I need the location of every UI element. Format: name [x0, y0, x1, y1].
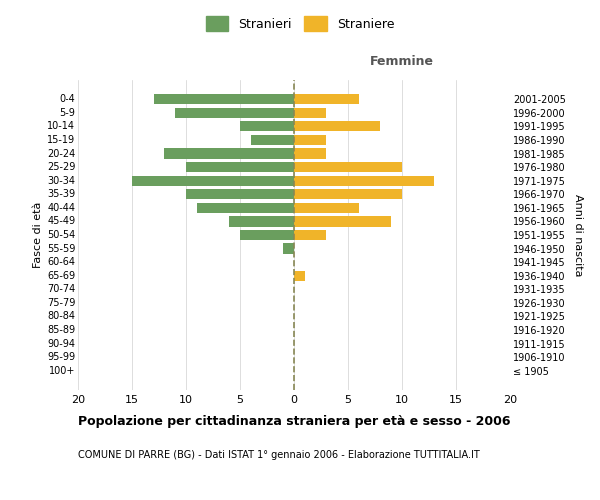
Bar — [251, 135, 294, 145]
Bar — [294, 148, 326, 158]
Bar — [154, 94, 294, 104]
Text: Popolazione per cittadinanza straniera per età e sesso - 2006: Popolazione per cittadinanza straniera p… — [78, 415, 511, 428]
Text: Femmine: Femmine — [370, 54, 434, 68]
Bar — [294, 135, 326, 145]
Bar — [294, 230, 326, 240]
Bar — [294, 162, 402, 172]
Bar — [240, 230, 294, 240]
Bar — [175, 108, 294, 118]
Bar — [197, 202, 294, 213]
Bar — [294, 94, 359, 104]
Y-axis label: Anni di nascita: Anni di nascita — [572, 194, 583, 276]
Legend: Stranieri, Straniere: Stranieri, Straniere — [206, 16, 394, 30]
Bar — [186, 162, 294, 172]
Text: COMUNE DI PARRE (BG) - Dati ISTAT 1° gennaio 2006 - Elaborazione TUTTITALIA.IT: COMUNE DI PARRE (BG) - Dati ISTAT 1° gen… — [78, 450, 480, 460]
Bar — [229, 216, 294, 226]
Bar — [132, 176, 294, 186]
Bar — [294, 176, 434, 186]
Bar — [240, 122, 294, 132]
Bar — [294, 122, 380, 132]
Bar — [164, 148, 294, 158]
Y-axis label: Fasce di età: Fasce di età — [32, 202, 43, 268]
Bar — [186, 189, 294, 200]
Bar — [294, 270, 305, 281]
Bar — [294, 108, 326, 118]
Bar — [294, 189, 402, 200]
Bar — [294, 216, 391, 226]
Bar — [294, 202, 359, 213]
Bar — [283, 244, 294, 254]
